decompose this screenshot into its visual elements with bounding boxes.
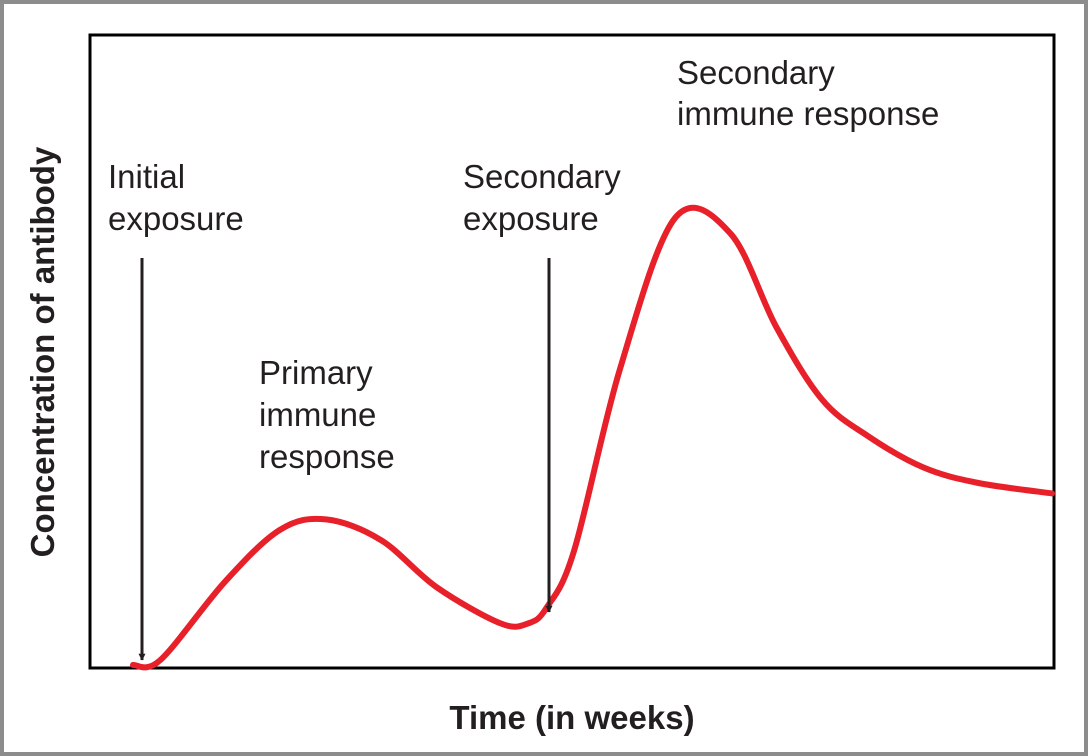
secondary-response-label: Secondary immune response <box>677 54 939 132</box>
initial-exposure-label: Initial exposure <box>108 158 244 237</box>
y-axis-label: Concentration of antibody <box>24 146 61 557</box>
secondary-exposure-label: Secondary exposure <box>463 158 630 237</box>
x-axis-label: Time (in weeks) <box>449 699 694 736</box>
antibody-concentration-line <box>130 204 1055 671</box>
primary-response-label: Primary immune response <box>259 354 395 475</box>
plot-area <box>88 33 1056 670</box>
